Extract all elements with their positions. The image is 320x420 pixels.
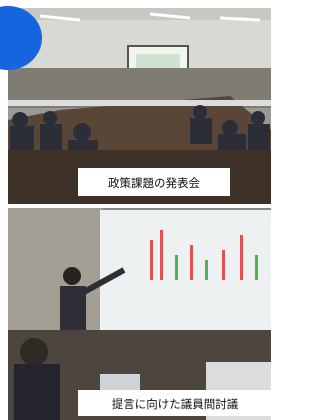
caption: 政策課題の発表会 (108, 176, 200, 190)
page: {"photos": [ {"caption": "政策課題の発表会"}, {"… (0, 0, 271, 420)
photo-discussion (8, 208, 271, 420)
caption: 提言に向けた議員間討議 (112, 397, 239, 411)
photo-panel: 政策課題の発表会 提言に向けた議員間討議 (0, 0, 271, 420)
